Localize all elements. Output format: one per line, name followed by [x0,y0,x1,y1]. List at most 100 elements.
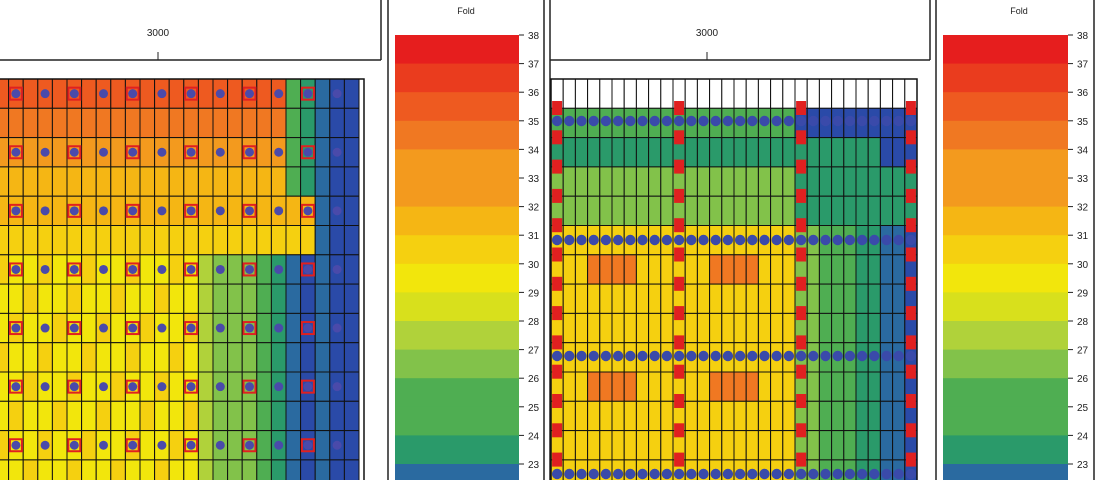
right-map-cell [635,371,650,402]
right-map-cell [782,195,796,226]
right-map-cell [892,400,906,432]
left-map-cell [227,283,243,314]
left-map-cell [343,78,360,109]
left-map-cell [95,283,112,314]
left-map-cell [183,400,199,432]
left-source-marker [67,262,82,277]
right-receiver-marker [588,468,599,480]
left-map-cell [22,283,39,314]
right-map-cell [806,430,820,461]
left-colorbar-tick-label: 36 [528,88,540,99]
left-colorbar-segment [395,435,519,465]
left-map-cell [66,400,83,432]
right-map-cell [879,400,894,432]
left-receiver-marker [303,89,313,99]
right-map-cell [648,312,662,344]
right-colorbar-segment [943,178,1068,208]
right-receiver-marker [856,350,868,362]
right-map-cell [806,283,820,314]
left-source-marker [300,145,315,160]
right-map-cell [733,430,747,461]
right-map-cell [611,166,625,197]
left-map-cell [66,283,83,314]
right-colorbar-segment [943,35,1068,65]
right-map-cell [855,312,869,344]
left-colorbar-segment [395,263,519,293]
left-map-cell [212,400,229,432]
left-map-cell [95,342,112,373]
left-map-cell [81,371,97,402]
left-receiver-marker [69,323,79,333]
left-map-cell [227,78,243,109]
left-map-cell [8,342,24,373]
left-map-cell [0,225,10,256]
right-source-marker [552,188,563,203]
left-map-cell [51,283,68,314]
left-source-marker [242,203,257,218]
left-map-cell [95,107,112,139]
left-map-cell [197,195,214,226]
right-receiver-marker [893,350,904,362]
left-map-cell [95,400,112,432]
right-source-marker [552,218,563,233]
right-map-empty-cell [843,78,857,109]
right-map-empty-cell [648,78,662,109]
right-map-empty-cell [745,78,759,109]
left-map-cell [314,312,331,344]
left-map-cell [8,459,24,480]
right-map-cell [843,137,857,168]
right-receiver-marker [649,234,660,246]
left-source-marker [242,321,257,336]
left-map-border [0,78,365,480]
left-receiver-marker [245,206,254,216]
right-colorbar-segment [943,464,1068,480]
left-receiver-marker [69,440,79,450]
left-map-cell [124,342,141,373]
right-map-cell [733,254,747,285]
left-receiver-marker [157,147,167,157]
right-map-cell [660,430,674,461]
right-receiver-marker [588,234,599,246]
right-map-cell [892,254,906,285]
right-receiver-marker [612,468,624,480]
left-colorbar-tick-label: 32 [528,203,540,214]
left-map-cell [168,459,185,480]
right-map-cell [623,137,637,168]
left-map-cell [110,254,126,285]
left-map-cell [168,107,185,139]
right-map-cell [757,430,772,461]
right-receiver-marker [612,115,624,127]
left-map-cell [37,459,53,480]
left-colorbar-segment [395,120,519,150]
left-map-cell [300,107,316,139]
right-receiver-marker [832,350,843,362]
right-receiver-marker [673,350,685,362]
right-map-cell [892,312,906,344]
left-map-cell [343,107,360,139]
right-map-cell [818,166,833,197]
left-source-marker [300,86,315,101]
right-receiver-marker [673,234,685,246]
right-receiver-marker [856,115,868,127]
left-receiver-marker [186,323,196,333]
right-map-cell [770,371,784,402]
left-map-cell [285,430,302,461]
right-receiver-marker [600,350,612,362]
right-map-cell [806,137,820,168]
left-colorbar-segment [395,92,519,122]
left-map-cell [183,107,199,139]
right-receiver-marker [856,234,868,246]
right-receiver-marker [808,115,819,127]
left-map-cell [227,430,243,461]
left-source-marker [242,438,257,453]
left-colorbar-tick-label: 28 [528,317,540,328]
left-source-marker [184,86,199,101]
right-colorbar-segment [943,435,1068,465]
left-receiver-marker [11,264,21,274]
left-map-cell [212,342,229,373]
right-receiver-marker [576,115,587,127]
left-map-cell [343,371,360,402]
right-receiver-marker [832,115,843,127]
right-map-cell [879,195,894,226]
right-receiver-marker [710,350,721,362]
